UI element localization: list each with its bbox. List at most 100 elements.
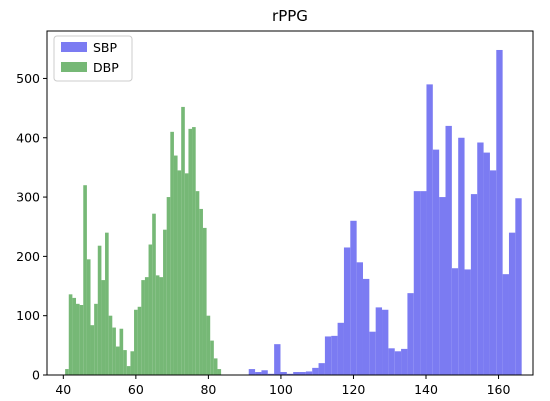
y-tick-label-400: 400 (16, 130, 40, 145)
bar-dbp-5 (83, 185, 87, 375)
bar-sbp-1 (255, 372, 262, 375)
bar-dbp-34 (188, 128, 193, 375)
bar-dbp-30 (173, 155, 178, 375)
bar-dbp-9 (97, 245, 102, 375)
bar-sbp-7 (293, 372, 300, 375)
bar-sbp-14 (337, 322, 344, 375)
bar-sbp-27 (420, 191, 427, 375)
bar-dbp-8 (94, 303, 98, 375)
x-tick-label-40: 40 (55, 382, 71, 397)
legend-label-sbp: SBP (93, 40, 118, 55)
chart-title: rPPG (272, 7, 308, 25)
bar-sbp-34 (464, 269, 471, 375)
x-axis: 40 60 80 100 120 140 160 (55, 375, 511, 397)
bar-sbp-39 (496, 49, 503, 375)
bar-dbp-33 (184, 173, 189, 375)
bar-dbp-20 (137, 306, 142, 375)
bar-dbp-11 (105, 232, 109, 375)
bar-dbp-41 (213, 358, 218, 375)
bar-dbp-0 (65, 369, 69, 375)
bar-sbp-18 (362, 278, 370, 375)
y-tick-label-0: 0 (32, 368, 40, 383)
bar-dbp-27 (163, 229, 167, 375)
bar-sbp-16 (350, 220, 357, 375)
bar-dbp-14 (115, 346, 120, 375)
x-tick-label-140: 140 (414, 382, 438, 397)
bar-dbp-19 (134, 309, 138, 375)
bar-dbp-21 (141, 280, 145, 375)
bar-dbp-13 (112, 327, 116, 375)
plot-frame (46, 30, 534, 376)
y-tick-label-200: 200 (16, 249, 40, 264)
legend: SBP DBP (53, 35, 133, 82)
y-tick-label-300: 300 (16, 190, 40, 205)
bar-dbp-38 (202, 227, 207, 375)
bar-sbp-33 (458, 137, 465, 375)
bar-sbp-4 (274, 344, 281, 375)
bar-sbp-37 (483, 152, 490, 375)
bar-sbp-35 (470, 194, 478, 375)
bar-sbp-25 (407, 293, 414, 375)
bar-sbp-31 (445, 125, 452, 376)
bar-sbp-15 (343, 247, 351, 375)
bar-sbp-10 (312, 367, 319, 375)
bar-sbp-0 (248, 369, 256, 375)
x-tick-label-80: 80 (200, 382, 216, 397)
bar-sbp-24 (401, 348, 408, 375)
bar-dbp-4 (79, 305, 84, 375)
bar-dbp-16 (123, 350, 127, 375)
bar-sbp-26 (413, 191, 421, 375)
bar-sbp-17 (356, 262, 363, 375)
y-axis: 0 100 200 300 400 500 (16, 71, 47, 383)
bar-sbp-20 (375, 307, 383, 375)
bar-sbp-32 (451, 268, 459, 375)
bar-sbp-2 (261, 370, 268, 375)
bar-sbp-12 (324, 336, 332, 375)
bar-dbp-17 (126, 366, 131, 375)
bar-dbp-39 (206, 315, 211, 375)
bar-dbp-1 (68, 294, 73, 375)
x-tick-label-120: 120 (342, 382, 366, 397)
bar-dbp-7 (90, 325, 95, 375)
bar-dbp-32 (181, 106, 185, 376)
bar-sbp-38 (489, 170, 497, 375)
bar-dbp-42 (217, 369, 222, 375)
y-tick-label-100: 100 (16, 308, 40, 323)
bar-sbp-42 (515, 198, 522, 375)
bar-sbp-29 (432, 149, 440, 375)
bar-dbp-29 (170, 131, 174, 375)
bar-dbp-3 (76, 303, 80, 375)
bar-sbp-11 (318, 363, 325, 375)
bar-sbp-41 (508, 232, 516, 375)
bar-sbp-19 (369, 331, 376, 375)
bar-sbp-28 (426, 84, 433, 375)
bar-dbp-40 (210, 340, 214, 375)
bar-sbp-6 (286, 373, 294, 375)
bar-dbp-2 (72, 297, 77, 375)
bar-sbp-23 (394, 351, 402, 375)
bar-dbp-18 (130, 351, 135, 375)
x-tick-label-100: 100 (269, 382, 293, 397)
bar-sbp-8 (299, 372, 306, 375)
bar-dbp-25 (155, 275, 160, 375)
bar-sbp-5 (280, 372, 287, 375)
bar-dbp-23 (148, 244, 153, 375)
bar-sbp-22 (388, 348, 395, 375)
legend-swatch-dbp (61, 62, 87, 72)
bar-sbp-3 (267, 373, 275, 375)
bar-dbp-24 (152, 213, 156, 375)
x-tick-label-60: 60 (128, 382, 144, 397)
bar-dbp-10 (101, 280, 106, 375)
bar-sbp-13 (331, 335, 338, 375)
bar-dbp-15 (119, 328, 124, 375)
bar-dbp-22 (144, 277, 149, 375)
bars-group (65, 49, 522, 376)
bar-dbp-6 (86, 259, 91, 375)
bar-dbp-36 (195, 191, 200, 375)
bar-sbp-36 (477, 142, 484, 375)
legend-swatch-sbp (61, 42, 87, 52)
bar-dbp-12 (108, 315, 113, 375)
bar-dbp-37 (199, 208, 203, 375)
bar-sbp-30 (439, 197, 446, 375)
